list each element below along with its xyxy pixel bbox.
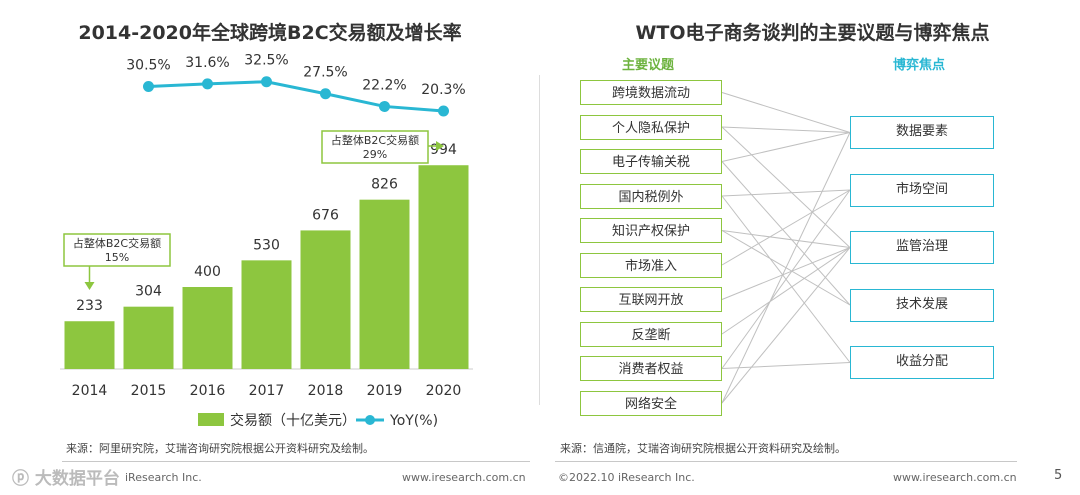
connection-line	[721, 132, 851, 404]
issue-box: 市场准入	[580, 252, 722, 278]
focus-header: 博弈焦点	[893, 58, 946, 73]
yoy-point	[438, 105, 449, 117]
issue-box: 电子传输关税	[580, 149, 722, 174]
focus-box: 市场空间	[850, 173, 994, 207]
yoy-label: 22.2%	[362, 77, 406, 93]
bar-value-label: 530	[253, 237, 280, 253]
yoy-point	[261, 76, 272, 88]
chart-title: 2014-2020年全球跨境B2C交易额及增长率	[78, 22, 462, 44]
yoy-label: 27.5%	[303, 65, 347, 81]
watermark-icon: ⓟ	[12, 469, 29, 489]
annotation-arrow	[84, 282, 95, 290]
left-footer-brand: iResearch Inc.	[125, 471, 202, 484]
bar	[241, 260, 292, 369]
yoy-point	[143, 81, 154, 93]
annotation-box	[321, 130, 429, 164]
connection-line	[721, 189, 851, 197]
x-tick-label: 2020	[426, 383, 462, 399]
bar-value-label: 826	[371, 177, 398, 193]
bar-line-chart: 233 2014 304 2015 400 2016 530 2017 676 2018 826 20…	[60, 53, 473, 429]
issue-box: 个人隐私保护	[580, 114, 722, 140]
right-source: 来源：信通院，艾瑞咨询研究院根据公开资料研究及绘制。	[560, 442, 846, 455]
legend-label-bar: 交易额（十亿美元）	[230, 412, 356, 429]
page-number: 5	[1054, 468, 1063, 483]
connection-line	[721, 230, 851, 248]
connection-line	[721, 132, 851, 162]
bar	[182, 287, 233, 369]
yoy-point	[202, 78, 213, 90]
bar-value-label: 304	[135, 284, 162, 300]
connection-line	[721, 189, 851, 369]
bar	[359, 199, 410, 369]
x-tick-label: 2015	[131, 383, 167, 399]
bar-value-label: 400	[194, 264, 221, 280]
right-footer-line	[555, 461, 1017, 462]
issue-box: 互联网开放	[580, 287, 722, 312]
bar	[418, 165, 469, 369]
issue-box: 反垄断	[580, 321, 722, 347]
x-tick-label: 2017	[249, 383, 285, 399]
connection-line	[721, 247, 851, 300]
connection-line	[721, 247, 851, 335]
left-footer-url[interactable]: www.iresearch.com.cn	[402, 471, 526, 484]
legend-label-line: YoY(%)	[389, 413, 438, 429]
watermark-logo: ⓟ 大数据平台	[12, 464, 120, 489]
connection-line	[721, 247, 851, 404]
yoy-label: 30.5%	[126, 58, 170, 74]
bar-value-label: 233	[76, 298, 103, 314]
x-tick-label: 2014	[72, 383, 108, 399]
yoy-label: 32.5%	[244, 53, 288, 69]
annotation-box	[63, 233, 171, 267]
bar	[123, 306, 174, 369]
yoy-label: 31.6%	[185, 55, 229, 71]
yoy-line	[148, 80, 444, 113]
x-tick-label: 2019	[367, 383, 403, 399]
focus-box: 技术发展	[850, 288, 994, 322]
connection-line	[721, 126, 851, 248]
issue-box: 消费者权益	[580, 356, 722, 381]
panel-divider	[539, 75, 540, 405]
bar-value-label: 676	[312, 207, 339, 223]
x-tick-label: 2018	[308, 383, 344, 399]
bar	[64, 321, 115, 369]
yoy-label: 20.3%	[421, 82, 465, 98]
left-footer-line	[62, 461, 530, 462]
legend-swatch-point	[365, 415, 375, 425]
annotation-arrow	[436, 141, 444, 151]
connection-line	[721, 189, 851, 266]
right-footer-copyright: ©2022.10 iResearch Inc.	[558, 471, 695, 484]
yoy-point	[379, 100, 390, 112]
connection-line	[721, 92, 851, 133]
focus-box: 监管治理	[850, 231, 994, 264]
right-footer-url[interactable]: www.iresearch.com.cn	[893, 471, 1017, 484]
yoy-point	[320, 88, 331, 100]
annotation-text: 占整体B2C交易额	[73, 236, 161, 250]
left-source: 来源：阿里研究院，艾瑞咨询研究院根据公开资料研究及绘制。	[66, 442, 374, 455]
issues-header: 主要议题	[622, 58, 675, 73]
watermark-text: 大数据平台	[34, 469, 120, 489]
x-tick-label: 2016	[190, 383, 226, 399]
bar	[300, 230, 351, 369]
diagram-title: WTO电子商务谈判的主要议题与博弈焦点	[635, 22, 990, 44]
issue-box: 网络安全	[580, 390, 722, 416]
issue-box: 国内税例外	[580, 183, 722, 209]
issue-box: 知识产权保护	[580, 218, 722, 243]
focus-box: 数据要素	[850, 116, 994, 149]
annotation-text: 占整体B2C交易额	[331, 133, 419, 147]
legend-swatch-bar	[198, 413, 224, 426]
issue-box: 跨境数据流动	[580, 80, 722, 105]
connection-line	[721, 362, 851, 369]
annotation-value: 29%	[363, 148, 387, 161]
connection-lines	[721, 92, 851, 404]
connection-line	[721, 161, 851, 306]
annotation-value: 15%	[105, 251, 129, 264]
focus-box: 收益分配	[850, 346, 994, 379]
connection-line	[721, 126, 851, 133]
